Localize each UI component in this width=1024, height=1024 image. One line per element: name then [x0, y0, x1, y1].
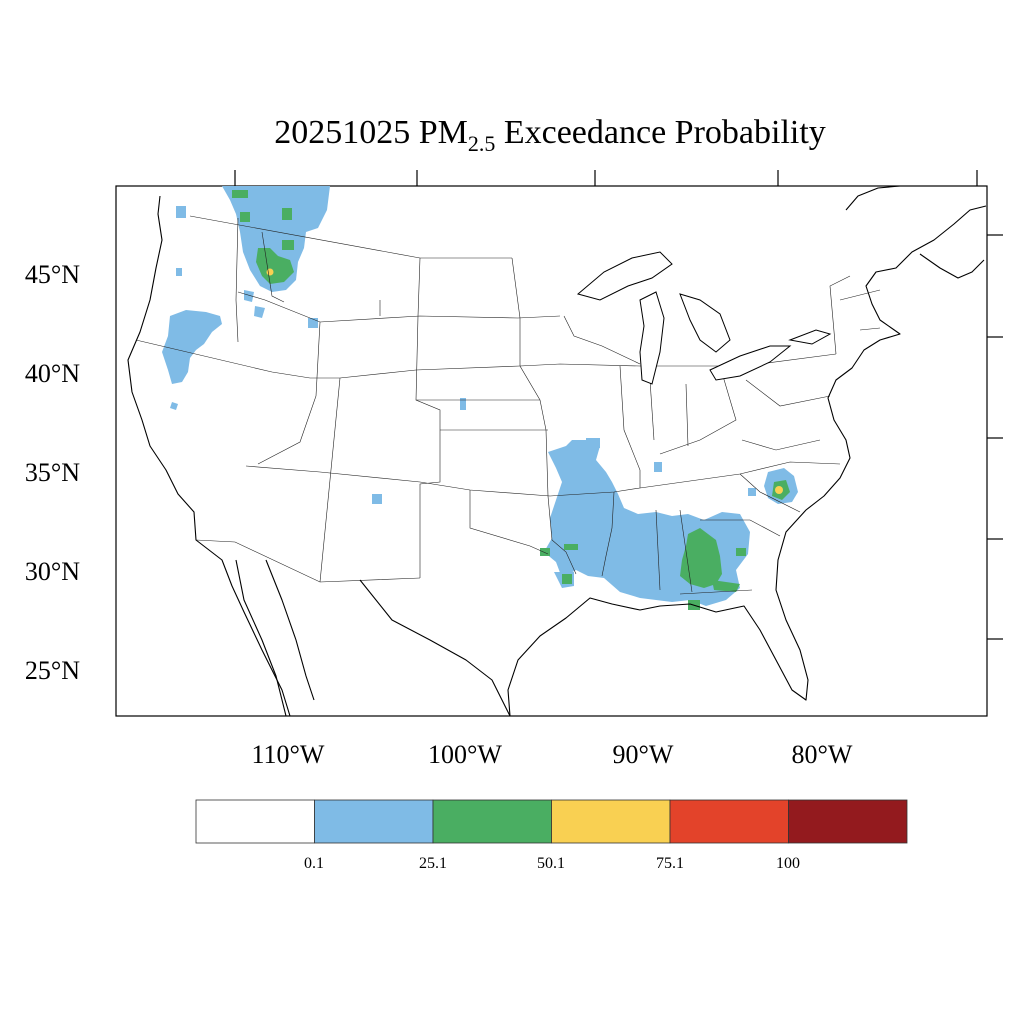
legend-swatch — [314, 799, 434, 844]
legend-swatch — [788, 799, 908, 844]
latitude-labels: 45°N 40°N 35°N 30°N 25°N — [25, 260, 80, 685]
legend-label: 25.1 — [419, 855, 447, 872]
state-boundaries — [135, 215, 881, 595]
coastlines — [127, 186, 987, 716]
lat-label: 25°N — [25, 656, 80, 685]
legend-swatch — [551, 799, 671, 844]
lon-label: 80°W — [792, 740, 853, 769]
lat-label: 30°N — [25, 557, 80, 586]
legend-swatch — [432, 799, 552, 844]
great-lakes — [576, 251, 832, 385]
lon-label: 90°W — [613, 740, 674, 769]
longitude-labels: 110°W 100°W 90°W 80°W — [252, 740, 853, 769]
lon-label: 100°W — [428, 740, 502, 769]
us-map-icon — [127, 186, 987, 716]
legend-label: 0.1 — [304, 855, 324, 872]
legend-swatch — [669, 799, 789, 844]
lat-label: 35°N — [25, 458, 80, 487]
lon-label: 110°W — [252, 740, 325, 769]
color-legend: 0.1 25.1 50.1 75.1 100 — [195, 799, 908, 872]
legend-label: 100 — [776, 855, 800, 872]
legend-label: 75.1 — [656, 855, 684, 872]
legend-swatch — [195, 799, 315, 844]
lat-label: 40°N — [25, 359, 80, 388]
map-title: 20251025 PM2.5 Exceedance Probability — [274, 114, 826, 156]
probability-shading — [162, 186, 798, 610]
lat-label: 45°N — [25, 260, 80, 289]
tick-marks — [234, 170, 1003, 640]
map-panel — [115, 185, 988, 717]
legend-label: 50.1 — [537, 855, 565, 872]
